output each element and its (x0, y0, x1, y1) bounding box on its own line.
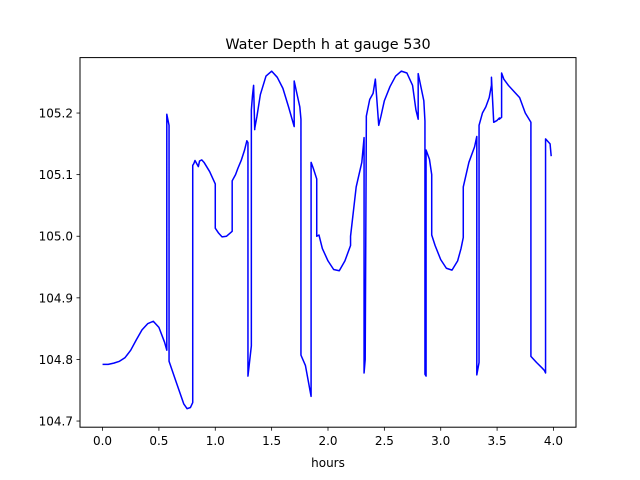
x-tick-label: 3.0 (431, 434, 450, 448)
x-axis-label: hours (311, 456, 345, 470)
x-tick-label: 0.5 (149, 434, 168, 448)
x-axis: 0.0 0.5 1.0 1.5 2.0 2.5 3.0 3.5 4.0 (93, 427, 563, 448)
y-tick-label: 105.0 (39, 230, 73, 244)
y-tick-label: 105.1 (39, 168, 73, 182)
x-tick-label: 2.0 (318, 434, 337, 448)
series-line-0 (102, 70, 552, 410)
x-tick-label: 4.0 (544, 434, 563, 448)
y-tick-label: 104.7 (39, 415, 73, 429)
x-tick-label: 1.0 (206, 434, 225, 448)
y-tick-label: 104.8 (39, 353, 73, 367)
x-tick-label: 0.0 (93, 434, 112, 448)
y-tick-label: 105.2 (39, 107, 73, 121)
y-tick-label: 104.9 (39, 291, 73, 305)
y-axis: 104.7 104.8 104.9 105.0 105.1 105.2 (39, 107, 80, 429)
x-tick-label: 1.5 (262, 434, 281, 448)
chart-title: Water Depth h at gauge 530 (225, 37, 430, 53)
plot-area (102, 70, 552, 410)
x-tick-label: 2.5 (375, 434, 394, 448)
x-tick-label: 3.5 (488, 434, 507, 448)
